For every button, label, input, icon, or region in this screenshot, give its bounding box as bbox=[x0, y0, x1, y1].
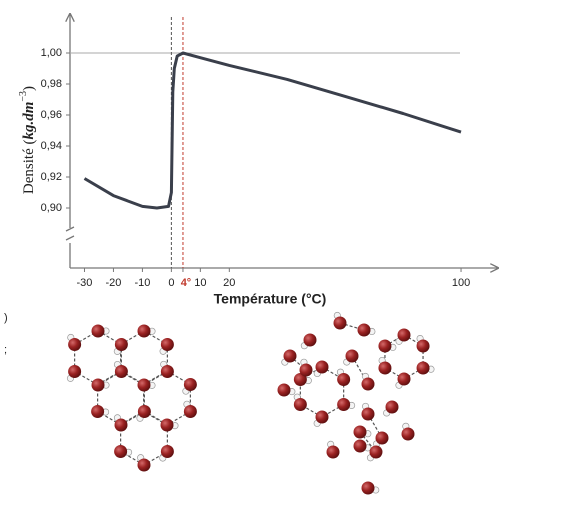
oxygen-atom bbox=[361, 407, 375, 421]
oxygen-atom bbox=[353, 439, 367, 453]
oxygen-atom bbox=[416, 361, 430, 375]
oxygen-atom bbox=[91, 378, 105, 392]
oxygen-atom bbox=[337, 373, 351, 386]
molecule-illustration bbox=[66, 311, 435, 495]
data-line bbox=[83, 51, 462, 210]
x-tick-label: 10 bbox=[194, 277, 206, 289]
oxygen-atom bbox=[91, 405, 105, 418]
hydrogen-bond bbox=[384, 334, 405, 347]
x-tick-label: 0 bbox=[168, 277, 174, 289]
oxygen-atom bbox=[361, 377, 375, 391]
oxygen-atom bbox=[333, 316, 347, 330]
oxygen-atom bbox=[137, 458, 151, 472]
oxygen-atom bbox=[160, 338, 174, 351]
oxygen-atom bbox=[345, 349, 359, 363]
y-tick-label: 1,00 bbox=[41, 47, 62, 59]
oxygen-atom bbox=[397, 328, 411, 342]
y-unit-exponent: −3 bbox=[18, 91, 29, 102]
oxygen-atom bbox=[114, 338, 128, 351]
oxygen-atom bbox=[303, 333, 317, 347]
axis-break bbox=[65, 226, 75, 241]
oxygen-atom bbox=[277, 383, 291, 397]
x-tick-label: -20 bbox=[105, 277, 121, 289]
oxygen-atom bbox=[375, 431, 389, 445]
oxygen-atom bbox=[68, 365, 82, 378]
oxygen-atom bbox=[91, 324, 105, 338]
oxygen-atom bbox=[137, 324, 151, 338]
y-axis-label: Densité (kg.dm−3) bbox=[18, 86, 37, 194]
hydrogen-bond bbox=[403, 334, 424, 347]
oxygen-atom bbox=[114, 445, 128, 458]
y-tick-label: 0,94 bbox=[41, 140, 62, 152]
oxygen-atom bbox=[183, 378, 197, 391]
oxygen-atom bbox=[68, 338, 82, 351]
oxygen-atom bbox=[416, 339, 430, 353]
text-fragment: ; bbox=[4, 344, 7, 356]
x-tick-label: 20 bbox=[223, 277, 235, 289]
x-axis-label: Température (°C) bbox=[214, 291, 327, 307]
oxygen-atom bbox=[357, 323, 371, 337]
y-tick-label: 0,96 bbox=[41, 109, 62, 121]
x-tick-label: -30 bbox=[77, 277, 93, 289]
oxygen-atom bbox=[160, 445, 174, 458]
oxygen-atom bbox=[293, 398, 307, 411]
oxygen-atom bbox=[293, 373, 307, 386]
oxygen-atom bbox=[361, 481, 375, 495]
oxygen-atom bbox=[160, 418, 174, 432]
oxygen-atom bbox=[401, 427, 415, 441]
oxygen-atom bbox=[378, 361, 392, 375]
oxygen-atom bbox=[114, 365, 128, 378]
y-label-text: Densité bbox=[21, 148, 37, 194]
oxygen-atom bbox=[378, 339, 392, 353]
hydrogen-bond bbox=[384, 367, 405, 380]
oxygen-atom bbox=[137, 378, 151, 392]
x-tick-label: 100 bbox=[452, 277, 470, 289]
oxygen-atom bbox=[114, 418, 128, 432]
y-tick-label: 0,98 bbox=[41, 78, 62, 90]
oxygen-atom bbox=[315, 360, 329, 374]
y-unit: kg.dm bbox=[21, 102, 37, 140]
x-tick-label: -10 bbox=[134, 277, 150, 289]
oxygen-atom bbox=[337, 398, 351, 411]
plot-area: 0,90 0,92 0,94 0,96 0,98 1,00 -30 -20 -10 0 4° 10 20… bbox=[41, 14, 498, 289]
oxygen-atom bbox=[315, 410, 329, 424]
x-tick-label: 4° bbox=[181, 277, 192, 289]
y-tick-label: 0,92 bbox=[41, 171, 62, 183]
hydrogen-bond bbox=[403, 367, 424, 380]
oxygen-atom bbox=[353, 425, 367, 439]
text-fragment: ) bbox=[4, 312, 8, 324]
oxygen-atom bbox=[283, 349, 297, 363]
y-tick-label: 0,90 bbox=[41, 202, 62, 214]
oxygen-atom bbox=[385, 400, 399, 414]
oxygen-atom bbox=[326, 445, 340, 459]
oxygen-atom bbox=[160, 365, 174, 378]
oxygen-atom bbox=[397, 372, 411, 386]
oxygen-atom bbox=[299, 363, 313, 377]
oxygen-atom bbox=[369, 445, 383, 459]
oxygen-atom bbox=[137, 405, 151, 418]
oxygen-atom bbox=[183, 405, 197, 418]
